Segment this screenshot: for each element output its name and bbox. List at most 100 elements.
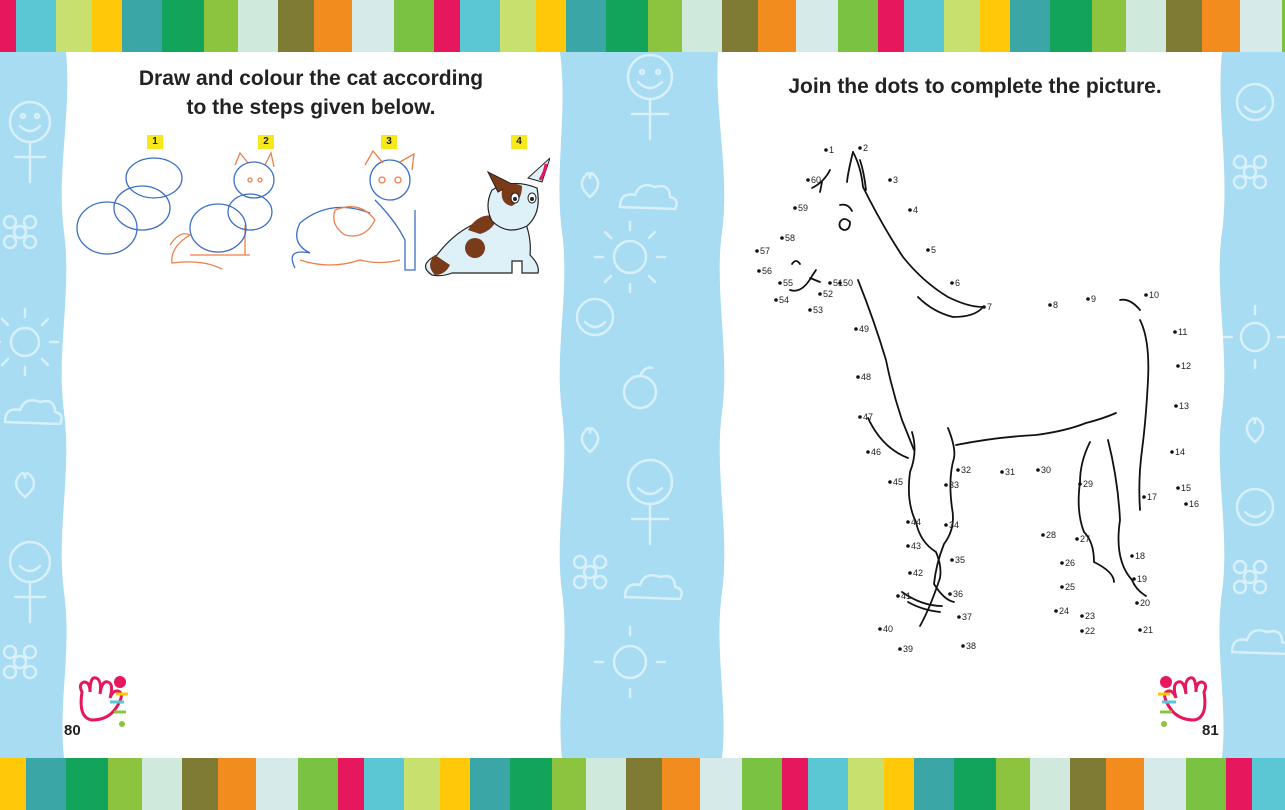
- stripe-block: [1106, 758, 1144, 810]
- dot-label-34: 34: [949, 520, 959, 530]
- stripe-block: [122, 0, 162, 52]
- stripe-block: [394, 0, 434, 52]
- stripe-block: [460, 0, 500, 52]
- dot-label-51: 51: [833, 278, 843, 288]
- stripe-block: [758, 0, 796, 52]
- dot-label-31: 31: [1005, 467, 1015, 477]
- dot-50: [838, 281, 842, 285]
- doodle-decorations: [0, 53, 1285, 699]
- dot-49: [854, 327, 858, 331]
- dot-5: [926, 248, 930, 252]
- dot-label-58: 58: [785, 233, 795, 243]
- stripe-block: [1226, 758, 1252, 810]
- stripe-block: [298, 758, 338, 810]
- stripe-block: [552, 758, 586, 810]
- dot-label-46: 46: [871, 447, 881, 457]
- flower-doodle: [1232, 559, 1268, 595]
- dot-label-37: 37: [962, 612, 972, 622]
- dot-label-10: 10: [1149, 290, 1159, 300]
- stripe-block: [470, 758, 510, 810]
- cloud-doodle: [618, 184, 678, 211]
- dot-22: [1080, 629, 1084, 633]
- dot-53: [808, 308, 812, 312]
- smiley-kid-doodle: [575, 297, 615, 337]
- page-shapes: [61, 52, 1225, 758]
- dot-46: [866, 450, 870, 454]
- cat-step-2-sketch: [169, 151, 275, 270]
- stripe-block: [108, 758, 142, 810]
- right-page-shape: [717, 52, 1225, 758]
- sun-doodle: [0, 307, 60, 377]
- stripe-block: [1202, 0, 1240, 52]
- stripe-block: [218, 758, 256, 810]
- dot-label-4: 4: [913, 205, 918, 215]
- dot-26: [1060, 561, 1064, 565]
- handprint-logo: [78, 676, 128, 727]
- dot-label-54: 54: [779, 295, 789, 305]
- dot-13: [1174, 404, 1178, 408]
- stripe-block: [66, 758, 108, 810]
- dot-label-49: 49: [859, 324, 869, 334]
- stripe-block: [848, 758, 884, 810]
- cloud-doodle: [1230, 629, 1285, 656]
- dot-16: [1184, 502, 1188, 506]
- dot-label-24: 24: [1059, 606, 1069, 616]
- cloud-doodle: [623, 574, 683, 601]
- dot-35: [950, 558, 954, 562]
- dot-label-26: 26: [1065, 558, 1075, 568]
- stripe-block: [510, 758, 552, 810]
- dot-32: [956, 468, 960, 472]
- smiley-kid-doodle: [1235, 82, 1275, 122]
- dot-label-21: 21: [1143, 625, 1153, 635]
- dot-label-25: 25: [1065, 582, 1075, 592]
- stripe-block: [1092, 0, 1126, 52]
- dot-11: [1173, 330, 1177, 334]
- stripe-pattern: [0, 0, 1285, 52]
- dot-38: [961, 644, 965, 648]
- dot-label-29: 29: [1083, 479, 1093, 489]
- apple-doodle: [622, 366, 658, 410]
- dot-36: [948, 592, 952, 596]
- dot-label-13: 13: [1179, 401, 1189, 411]
- cat-title-line-2: to the steps given below.: [186, 96, 436, 119]
- dot-label-59: 59: [798, 203, 808, 213]
- stripe-block: [536, 0, 566, 52]
- stripe-block: [26, 758, 66, 810]
- stripe-block: [16, 0, 56, 52]
- dot-15: [1176, 486, 1180, 490]
- dot-label-20: 20: [1140, 598, 1150, 608]
- stripe-block: [1240, 0, 1282, 52]
- dot-20: [1135, 601, 1139, 605]
- dot-label-57: 57: [760, 246, 770, 256]
- dot-7: [982, 305, 986, 309]
- heart-doodle: [580, 171, 600, 199]
- dot-label-38: 38: [966, 641, 976, 651]
- dot-label-1: 1: [829, 145, 834, 155]
- flower-doodle: [1232, 154, 1268, 190]
- dot-label-7: 7: [987, 302, 992, 312]
- dot-9: [1086, 297, 1090, 301]
- dot-label-41: 41: [901, 591, 911, 601]
- stripe-block: [700, 758, 742, 810]
- dot-label-23: 23: [1085, 611, 1095, 621]
- dot-18: [1130, 554, 1134, 558]
- dot-label-16: 16: [1189, 499, 1199, 509]
- dot-label-5: 5: [931, 245, 936, 255]
- stripe-block: [56, 0, 92, 52]
- sun-doodle: [593, 220, 667, 294]
- dot-label-48: 48: [861, 372, 871, 382]
- stripe-block: [278, 0, 314, 52]
- dot-2: [858, 146, 862, 150]
- stripe-block: [314, 0, 352, 52]
- stripe-block: [586, 758, 626, 810]
- dot-label-17: 17: [1147, 492, 1157, 502]
- flower-doodle: [2, 644, 38, 680]
- stripe-block: [782, 758, 808, 810]
- stripe-block: [722, 0, 758, 52]
- dot-label-45: 45: [893, 477, 903, 487]
- heart-doodle: [580, 426, 600, 454]
- dot-10: [1144, 293, 1148, 297]
- dot-label-47: 47: [863, 412, 873, 422]
- dot-33: [944, 483, 948, 487]
- dot-label-27: 27: [1080, 534, 1090, 544]
